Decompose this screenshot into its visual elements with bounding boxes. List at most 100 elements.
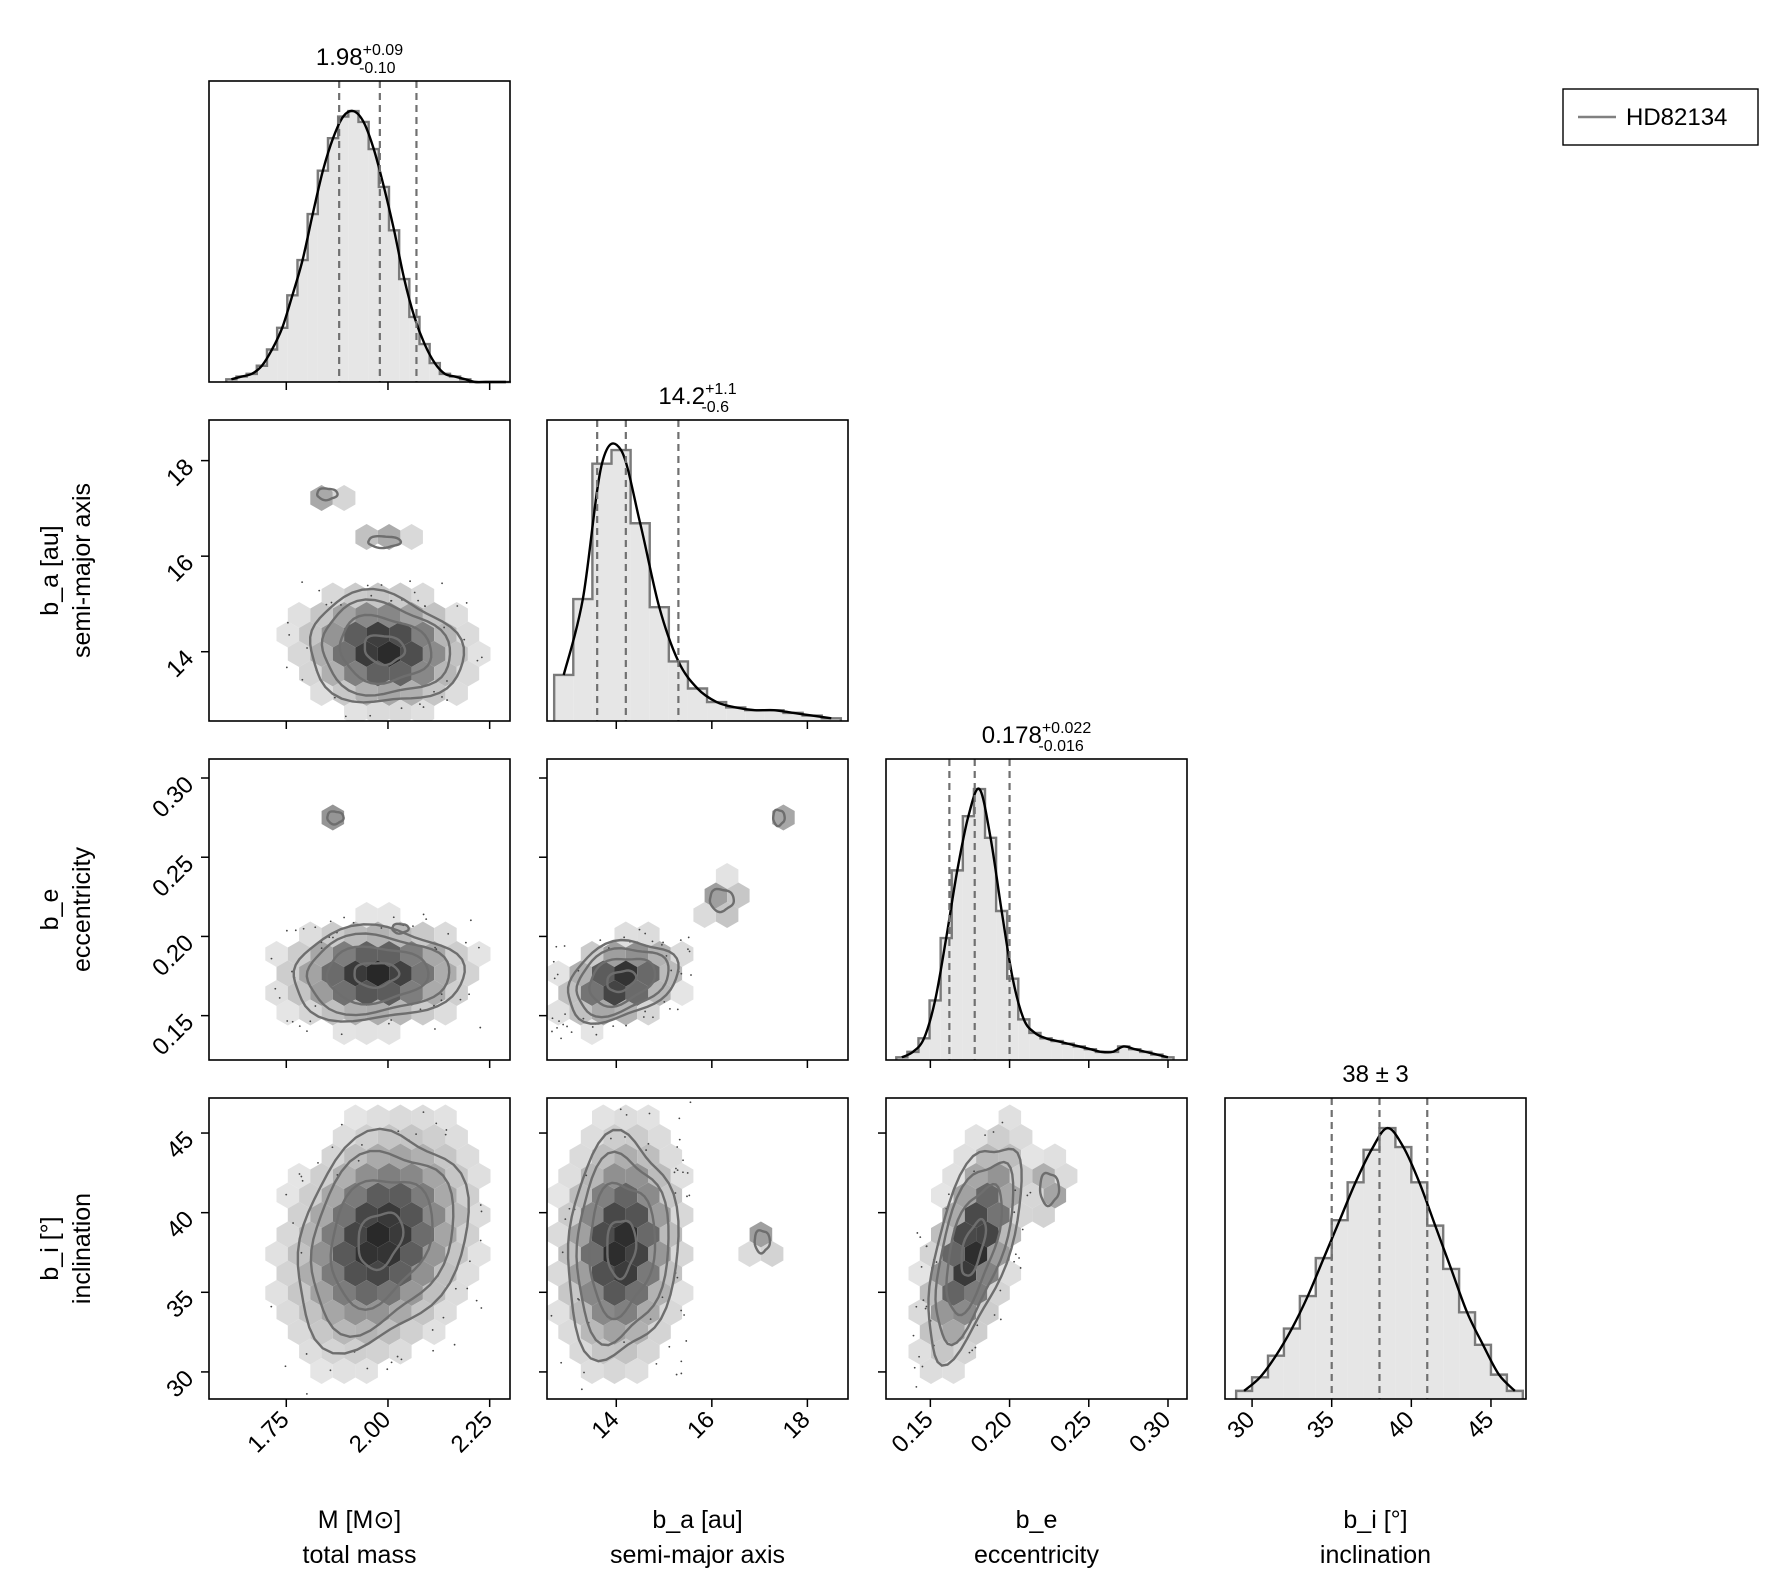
sample-point — [443, 626, 446, 629]
hexbin-cell — [411, 699, 435, 721]
x-axis-label-M: M [M⊙] — [318, 1506, 401, 1534]
hexbin-cell — [1021, 1143, 1044, 1170]
hexbin-cell — [580, 1019, 604, 1045]
hexbin-cell — [366, 960, 390, 987]
hexbin-cell — [987, 1202, 1010, 1228]
hexbin-cell — [580, 1358, 604, 1384]
hexbin-cell — [456, 1143, 480, 1170]
hist-bar — [439, 373, 451, 382]
hist-bar — [226, 379, 237, 382]
sample-point — [301, 581, 304, 584]
density-contour — [588, 957, 657, 1009]
hexbin-cell — [445, 1163, 468, 1189]
sample-point — [386, 1368, 389, 1371]
hexbin-cell — [434, 960, 457, 987]
hexbin-cell — [276, 1299, 300, 1326]
sample-point — [661, 1296, 664, 1299]
hexbin-cell — [310, 1358, 333, 1384]
hexbin-cell — [389, 1143, 412, 1170]
sample-point — [625, 1024, 627, 1027]
density-contour — [363, 634, 407, 667]
hexbin-cell — [637, 1260, 660, 1287]
x-axis-label-b_e: b_e — [1016, 1506, 1058, 1534]
density-contour — [357, 1211, 405, 1272]
sample-point — [689, 1101, 692, 1104]
sample-point — [924, 1307, 927, 1310]
hexbin-cell — [355, 1202, 378, 1228]
sample-point — [400, 1358, 403, 1361]
sample-point — [446, 680, 448, 682]
hexbin-cell — [310, 1163, 333, 1189]
sample-point — [915, 1305, 918, 1308]
kde-curve — [901, 787, 1169, 1059]
x-tick-label: 16 — [682, 1406, 720, 1444]
sample-point — [1013, 1211, 1016, 1214]
hexbin-cell — [569, 999, 592, 1026]
hist-bar — [1490, 1374, 1507, 1399]
sample-point — [340, 1123, 343, 1126]
hexbin-cell — [355, 1358, 378, 1384]
hexbin-cell — [276, 999, 300, 1026]
y-axis-desc-b_a: semi-major axis — [68, 483, 96, 658]
sample-point — [935, 1261, 938, 1263]
scatter-panel-M-vs-b_i — [208, 1097, 511, 1400]
sample-point — [916, 1232, 919, 1234]
hexbin-cell — [919, 1358, 943, 1384]
hexbin-cell — [1043, 1143, 1067, 1170]
sample-point — [999, 1318, 1002, 1321]
x-axis-desc-b_e: eccentricity — [974, 1541, 1100, 1569]
hist-bar — [460, 379, 471, 382]
hexbin-cell — [276, 1182, 300, 1209]
sample-point — [469, 919, 472, 922]
density-contour — [566, 938, 680, 1025]
panel-content — [276, 485, 491, 721]
hist-bar — [419, 344, 430, 382]
density-contour — [320, 598, 452, 697]
hexbin-cell — [467, 941, 491, 967]
y-tick-label: 14 — [161, 645, 199, 683]
hexbin-cell — [366, 1221, 390, 1248]
hexbin-cell — [637, 921, 660, 948]
hexbin-cell — [299, 921, 322, 948]
hist-bar — [951, 870, 963, 1060]
sample-point — [674, 1192, 677, 1194]
hexbin-cell — [964, 1319, 988, 1345]
title-lower-error: -0.6 — [701, 399, 729, 416]
density-contour-island — [326, 810, 345, 826]
hexbin-cell — [310, 1241, 333, 1267]
y-tick-label: 0.30 — [147, 771, 199, 823]
hist-bar — [764, 710, 784, 721]
hexbin-cell — [332, 1319, 356, 1345]
density-contour-island — [1038, 1171, 1061, 1208]
hexbin-cell — [908, 1299, 931, 1326]
sample-point — [447, 932, 450, 935]
sample-point — [475, 1299, 478, 1302]
hexbin-cell — [377, 1241, 401, 1267]
hexbin-cell — [411, 1221, 435, 1248]
x-tick-label: 1.75 — [242, 1406, 294, 1458]
density-contour — [296, 1127, 470, 1355]
hist-bar — [996, 911, 1008, 1060]
hexbin-cell — [332, 680, 356, 706]
sample-point — [340, 604, 342, 606]
sample-point — [564, 1013, 566, 1016]
sample-point — [921, 1365, 924, 1368]
hexbin-cell — [344, 1299, 367, 1326]
sample-point — [336, 1173, 339, 1176]
sample-point — [292, 1222, 294, 1224]
sample-point — [332, 936, 334, 939]
sample-point — [479, 1239, 482, 1242]
sample-point — [984, 1134, 986, 1136]
x-tick-label: 0.20 — [966, 1406, 1018, 1458]
sample-point — [444, 1133, 447, 1136]
sample-point — [340, 1033, 343, 1036]
panel-frame — [208, 419, 511, 722]
hist-bar — [368, 149, 379, 382]
sample-point — [435, 948, 438, 951]
hist-bar — [707, 702, 727, 721]
hist-panel-b_i — [1224, 1097, 1527, 1400]
hist-bar — [338, 116, 349, 382]
hexbin-cell — [998, 1182, 1022, 1209]
hist-bar — [1007, 978, 1019, 1060]
hexbin-cell — [637, 1104, 660, 1131]
